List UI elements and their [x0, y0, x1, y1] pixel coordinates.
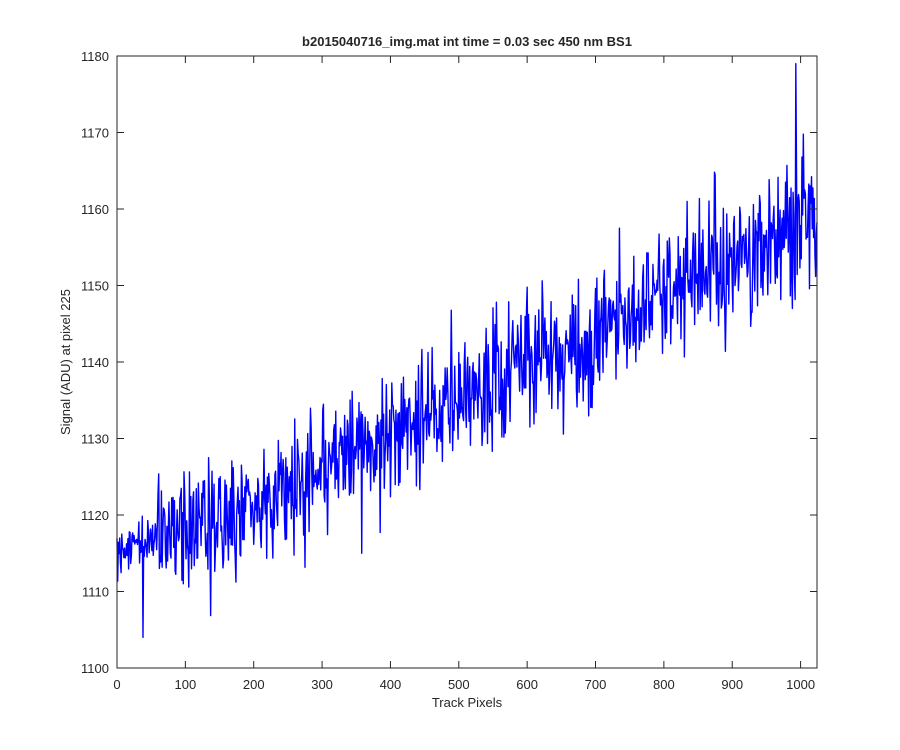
signal-line — [116, 62, 818, 639]
x-tick-label: 500 — [448, 677, 470, 692]
x-tick-label: 700 — [585, 677, 607, 692]
series-trace-group — [116, 62, 818, 639]
x-tick-label: 1000 — [786, 677, 815, 692]
x-tick-label: 600 — [516, 677, 538, 692]
x-tick-label: 200 — [243, 677, 265, 692]
y-axis-ticks: 1100 1110 1120 1130 1140 1150 1160 1170 1180 — [81, 49, 817, 676]
y-tick-label: 1100 — [81, 661, 109, 676]
y-tick-label: 1150 — [81, 279, 109, 294]
y-tick-label: 1140 — [81, 355, 109, 370]
x-axis-ticks: 0 100 200 300 400 500 600 700 800 900 1000 — [113, 56, 815, 692]
y-tick-label: 1110 — [82, 585, 109, 600]
y-tick-label: 1170 — [81, 126, 109, 141]
y-tick-label: 1120 — [81, 508, 109, 523]
y-axis-label: Signal (ADU) at pixel 225 — [58, 289, 73, 435]
x-tick-label: 800 — [653, 677, 675, 692]
x-tick-label: 400 — [380, 677, 402, 692]
x-axis-label: Track Pixels — [432, 695, 503, 710]
x-tick-label: 900 — [721, 677, 743, 692]
chart-title: b2015040716_img.mat int time = 0.03 sec … — [302, 34, 632, 49]
y-tick-label: 1160 — [81, 202, 109, 217]
x-tick-label: 100 — [175, 677, 197, 692]
y-tick-label: 1130 — [81, 432, 109, 447]
y-tick-label: 1180 — [81, 49, 109, 64]
x-tick-label: 300 — [311, 677, 333, 692]
x-tick-label: 0 — [113, 677, 120, 692]
